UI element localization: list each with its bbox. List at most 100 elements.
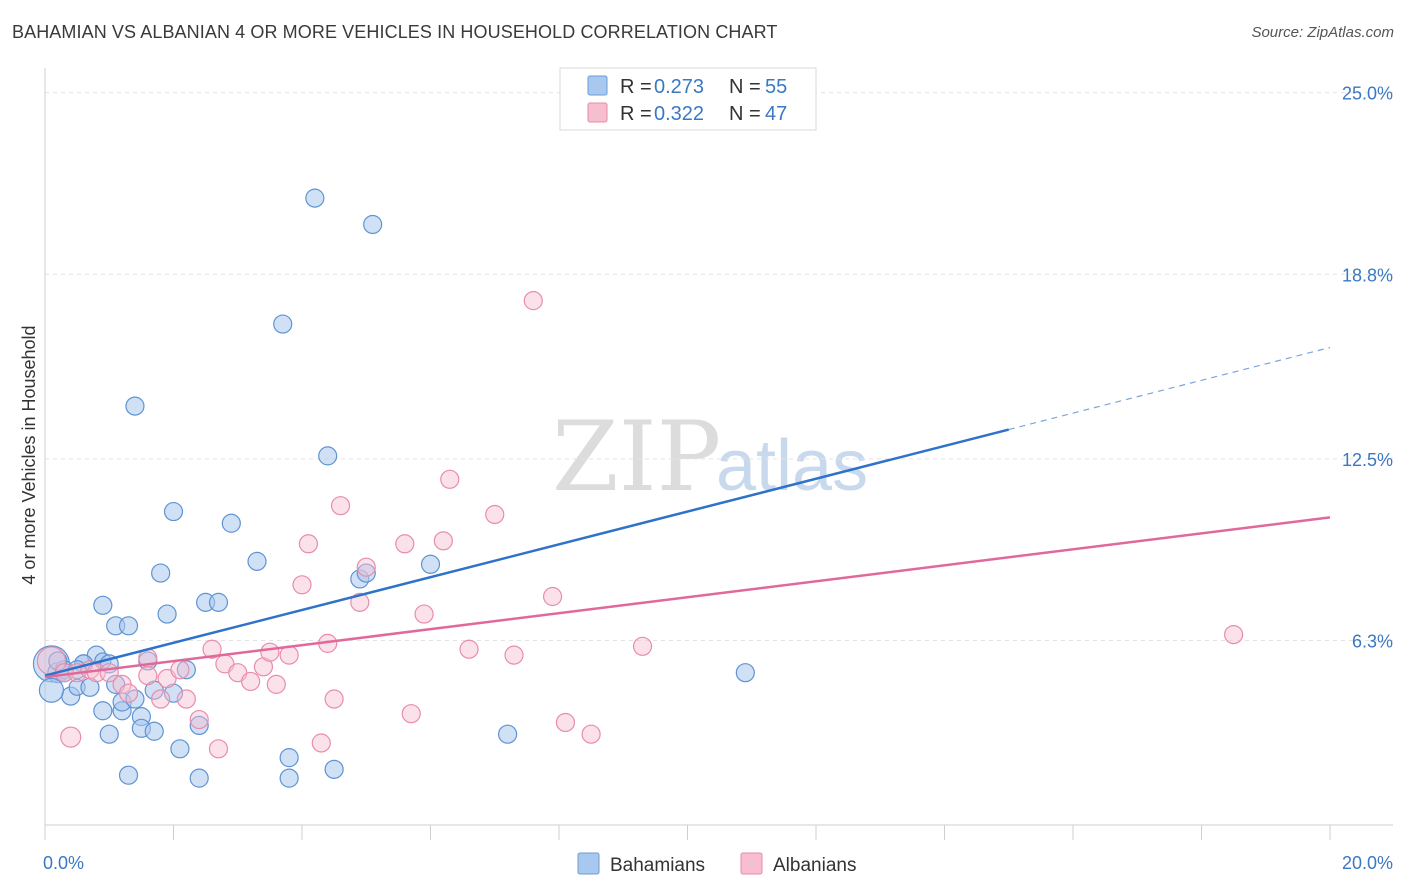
bahamians-point (38, 677, 65, 703)
bahamians-point (735, 663, 755, 683)
albanians-point (260, 642, 280, 662)
bottom-legend-swatch-albanians (740, 852, 763, 875)
bahamians-point (144, 721, 164, 741)
y-tick-labels: 6.3% 12.5% 18.8% 25.0% (1342, 84, 1393, 652)
bahamians-trend-extension (1008, 346, 1331, 431)
grid-lines (45, 92, 1393, 641)
albanians-point (350, 592, 370, 612)
bahamians-point (305, 188, 325, 208)
albanians-point (1224, 624, 1244, 645)
albanians-point (395, 534, 415, 554)
bahamians-point (221, 513, 241, 533)
albanians-points (36, 291, 1244, 759)
albanians-point (266, 674, 286, 694)
albanians-point (189, 709, 209, 730)
y-tick-label: 12.5% (1342, 450, 1393, 470)
bahamians-point (151, 563, 171, 583)
legend-r-label-bahamians: R = (620, 76, 652, 98)
bahamians-point (356, 563, 376, 583)
albanians-point (151, 689, 171, 709)
bahamians-point (163, 501, 184, 522)
bahamians-point (208, 592, 229, 612)
watermark: ZIP atlas (552, 401, 868, 513)
bottom-legend-swatch-bahamians (577, 852, 600, 875)
albanians-point (581, 724, 601, 744)
source-label: Source: ZipAtlas.com (1251, 24, 1394, 41)
bahamians-point (363, 214, 383, 235)
bahamians-point (48, 651, 68, 671)
y-tick-label: 6.3% (1352, 631, 1393, 651)
albanians-point (241, 671, 261, 692)
bahamians-point (247, 551, 267, 571)
albanians-point (459, 639, 479, 659)
watermark-zip: ZIP (552, 401, 721, 513)
bahamians-point (273, 314, 293, 334)
albanians-point (414, 604, 434, 624)
legend-n-label-bahamians: N = (729, 76, 761, 98)
legend-r-label-albanians: R = (620, 103, 652, 125)
y-tick-label: 18.8% (1342, 265, 1393, 285)
x-tick-label: 0.0% (43, 853, 84, 873)
legend-r-value-bahamians: 0.273 (654, 76, 704, 98)
legend-n-value-bahamians: 55 (765, 76, 787, 98)
bottom-legend-bahamians: Bahamians (610, 855, 705, 876)
y-axis-label: 4 or more Vehicles in Household (19, 325, 39, 584)
bahamians-point (318, 446, 338, 466)
albanians-trend-line (44, 516, 1331, 679)
albanians-point (176, 689, 196, 709)
bahamians-point (157, 604, 177, 624)
albanians-point (138, 665, 158, 686)
albanians-point (279, 645, 299, 665)
chart-title: BAHAMIAN VS ALBANIAN 4 OR MORE VEHICLES … (12, 22, 778, 42)
bahamians-point (93, 701, 113, 721)
albanians-point (632, 636, 653, 656)
legend-swatch-albanians (587, 102, 608, 123)
albanians-point (292, 575, 312, 595)
albanians-point (485, 504, 505, 525)
bahamians-point (99, 724, 119, 744)
albanians-point (356, 557, 376, 577)
bahamians-point (93, 595, 113, 615)
trend-lines (44, 346, 1331, 679)
albanians-point (202, 639, 222, 659)
bahamians-point (420, 554, 441, 574)
albanians-point (504, 645, 524, 665)
albanians-point (523, 291, 543, 311)
albanians-point (401, 704, 421, 724)
bottom-legend-albanians: Albanians (773, 855, 856, 876)
bahamians-point (189, 768, 209, 788)
albanians-point (555, 712, 576, 733)
albanians-point (440, 469, 460, 489)
albanians-point (542, 586, 563, 607)
bahamians-point (279, 748, 299, 768)
albanians-point (324, 689, 344, 709)
watermark-atlas: atlas (716, 426, 868, 506)
albanians-point (60, 726, 82, 748)
bahamians-point (324, 759, 344, 779)
x-tick-labels: 0.0% 20.0% (43, 853, 1393, 873)
bahamians-point (125, 396, 145, 416)
albanians-point (311, 733, 331, 753)
legend-swatch-bahamians (587, 75, 608, 96)
bahamians-trend-line (44, 428, 1010, 677)
albanians-point (118, 683, 139, 703)
bahamians-point (118, 765, 139, 785)
legend-n-label-albanians: N = (729, 103, 761, 125)
albanians-point (330, 496, 351, 516)
legend-r-value-albanians: 0.322 (654, 103, 704, 125)
x-tick-label: 20.0% (1342, 853, 1393, 873)
albanians-point (433, 531, 453, 551)
bottom-legend: Bahamians Albanians (577, 852, 856, 876)
albanians-point (208, 739, 229, 759)
bahamians-point (118, 616, 139, 636)
bahamians-point (189, 715, 209, 736)
bahamians-point (498, 724, 518, 744)
albanians-point (170, 660, 190, 680)
bahamians-point (279, 768, 299, 788)
legend: R = 0.273 N = 55 R = 0.322 N = 47 (559, 67, 817, 131)
y-tick-label: 25.0% (1342, 84, 1393, 104)
albanians-point (298, 534, 319, 554)
legend-n-value-albanians: 47 (765, 103, 787, 125)
bahamians-point (170, 739, 190, 759)
